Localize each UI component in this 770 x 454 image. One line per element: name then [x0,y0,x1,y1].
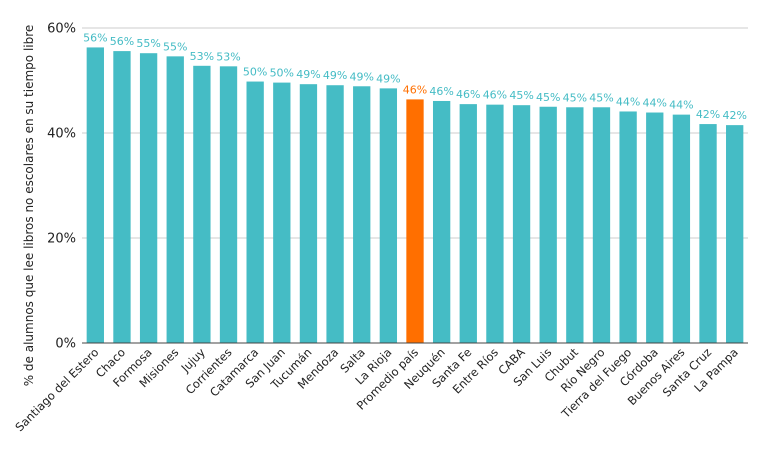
bar [539,106,557,343]
data-label: 56% [83,31,107,44]
bar [432,100,451,343]
bar [379,88,398,343]
y-tick-label: 60% [47,22,76,37]
y-tick-label: 40% [47,127,76,142]
data-label: 45% [589,91,613,104]
bar [246,81,264,344]
data-label: 45% [509,89,533,102]
y-axis-label: % de alumnos que lee libros no escolares… [22,25,36,387]
data-label: 45% [536,91,560,104]
bar [113,51,131,343]
y-tick-label: 0% [55,337,76,352]
data-label: 56% [110,35,134,48]
data-label: 49% [296,68,320,81]
data-label: 49% [323,69,347,82]
bar [353,86,371,344]
data-label: 50% [243,66,267,79]
data-label: 55% [136,37,160,50]
bar [273,82,291,343]
bar [699,124,717,343]
data-label: 44% [616,95,640,108]
bar [193,65,211,344]
bar [566,107,584,344]
bar [619,111,637,343]
data-label: 49% [376,72,400,85]
bars [86,47,744,344]
bar [486,104,504,344]
data-label: 42% [696,108,720,121]
bar [672,114,691,343]
bar [86,47,104,344]
bar [166,56,184,343]
y-tick-label: 20% [47,232,76,247]
data-label: 50% [270,67,294,80]
data-label: 42% [722,109,746,122]
bar [512,105,531,343]
data-label: 49% [349,70,373,83]
bar [459,104,477,343]
data-label: 53% [190,50,214,63]
data-label: 53% [216,50,240,63]
x-axis-categories: Santiago del EsteroChacoFormosaMisionesJ… [12,345,740,434]
data-label: 44% [669,99,693,112]
data-label: 44% [643,97,667,110]
data-labels: 56% 56% 55% 55%53% 53%50% 50% 49% 49% 49% 49%46% 4… [83,31,747,122]
data-label: 46% [456,88,480,101]
data-label: 46% [429,85,453,98]
bar [646,112,664,344]
data-label: 45% [563,91,587,104]
data-label: 55% [163,40,187,53]
bar [592,107,611,344]
bar [139,53,158,343]
bar [219,66,238,343]
data-label: 46% [483,89,507,102]
bar [326,85,344,343]
bar [406,99,424,344]
y-axis-ticks: 0% 20% 40% 60% [47,22,76,352]
bar [726,125,744,343]
bar [299,84,318,344]
data-label: 46% [403,83,427,96]
